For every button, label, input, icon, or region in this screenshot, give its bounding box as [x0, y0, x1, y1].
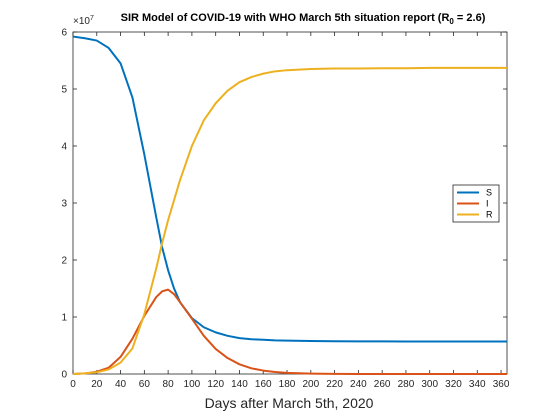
x-tick-label: 60 — [139, 379, 151, 390]
x-tick-label: 20 — [91, 379, 103, 390]
y-tick-label: 4 — [61, 142, 67, 153]
x-tick-label: 0 — [70, 379, 76, 390]
x-tick-label: 360 — [493, 379, 510, 390]
x-tick-label: 240 — [350, 379, 367, 390]
y-tick-label: 3 — [61, 199, 67, 210]
chart-title-suffix: = 2.6) — [454, 12, 486, 24]
x-axis-ticks: 0 20 40 60 80 100 120 140 160 180 200 220 240 260 280 3… — [70, 32, 510, 390]
y-axis-exponent: ×107 — [73, 15, 94, 27]
x-tick-label: 40 — [115, 379, 127, 390]
x-tick-label: 140 — [231, 379, 248, 390]
axes-box — [72, 31, 508, 375]
series-lines — [72, 35, 507, 375]
y-tick-label: 2 — [61, 256, 67, 267]
x-tick-label: 180 — [279, 379, 296, 390]
legend: SIR — [452, 184, 500, 223]
legend-label-r: R — [486, 210, 493, 220]
y-tick-label: 6 — [61, 28, 67, 39]
x-tick-label: 160 — [255, 379, 272, 390]
plot-area — [72, 31, 508, 375]
y-exponent-power: 7 — [90, 15, 94, 22]
y-axis-exponent-label: ×107 — [73, 15, 94, 27]
x-tick-label: 320 — [445, 379, 462, 390]
chart-title-group: SIR Model of COVID-19 with WHO March 5th… — [121, 12, 486, 26]
chart-title: SIR Model of COVID-19 with WHO March 5th… — [121, 12, 486, 26]
x-tick-label: 280 — [398, 379, 415, 390]
x-tick-label: 100 — [184, 379, 201, 390]
series-line-r — [72, 66, 507, 375]
y-exponent-base: ×10 — [73, 16, 90, 27]
legend-label-s: S — [486, 188, 492, 198]
chart-title-subscript: 0 — [449, 17, 454, 26]
x-tick-label: 300 — [421, 379, 438, 390]
x-tick-label: 120 — [207, 379, 224, 390]
series-line-i — [72, 288, 507, 375]
x-tick-label: 260 — [374, 379, 391, 390]
x-tick-label: 80 — [163, 379, 175, 390]
x-axis-label: Days after March 5th, 2020 — [205, 395, 374, 411]
chart-title-main: SIR Model of COVID-19 with WHO March 5th… — [121, 12, 450, 24]
x-tick-label: 340 — [469, 379, 486, 390]
y-axis-ticks: 0 1 2 3 4 5 6 — [61, 28, 507, 381]
x-tick-label: 200 — [302, 379, 319, 390]
y-tick-label: 1 — [61, 313, 67, 324]
y-tick-label: 0 — [61, 370, 67, 381]
legend-label-i: I — [486, 199, 489, 209]
y-tick-label: 5 — [61, 85, 67, 96]
series-line-s — [72, 35, 507, 343]
x-tick-label: 220 — [326, 379, 343, 390]
